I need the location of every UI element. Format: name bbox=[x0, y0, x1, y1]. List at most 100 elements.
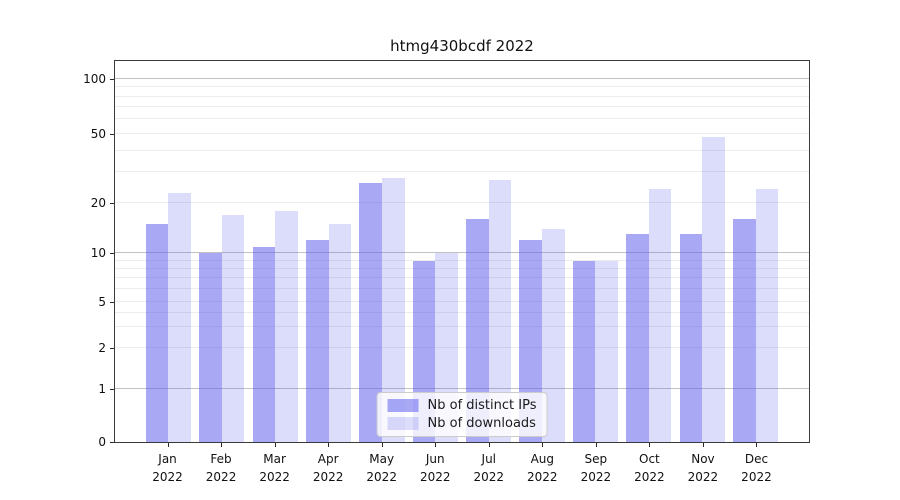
x-tick-month: Oct bbox=[638, 452, 660, 466]
y-tick-label-0: 0 bbox=[98, 435, 106, 449]
x-tick-label-jun: Jun 2022 bbox=[420, 450, 451, 486]
minor-gridline-30 bbox=[115, 171, 809, 173]
minor-gridline-40 bbox=[115, 149, 809, 151]
x-tick-month: Aug bbox=[530, 452, 555, 466]
bar-distinct-ips-oct bbox=[626, 234, 649, 442]
minor-gridline-3 bbox=[115, 326, 809, 328]
bar-downloads-jan bbox=[168, 192, 191, 442]
legend-item-distinct-ips: Nb of distinct IPs bbox=[387, 398, 537, 413]
minor-gridline-80 bbox=[115, 95, 809, 97]
x-tick-month: Sep bbox=[584, 452, 608, 466]
bar-distinct-ips-nov bbox=[679, 234, 703, 442]
bar-downloads-mar bbox=[275, 210, 298, 442]
x-tick-year: 2022 bbox=[419, 470, 451, 484]
x-tick-month: Dec bbox=[744, 452, 769, 466]
bar-distinct-ips-may bbox=[359, 183, 382, 442]
x-tick-label-mar: Mar 2022 bbox=[259, 450, 290, 486]
y-tick-label-2: 2 bbox=[98, 340, 106, 355]
legend-swatch-downloads bbox=[387, 417, 419, 430]
x-tick-year: 2022 bbox=[473, 470, 505, 484]
x-tick-mark-may bbox=[381, 443, 383, 447]
minor-gridline-7 bbox=[115, 277, 809, 279]
x-tick-month: Apr bbox=[317, 452, 339, 466]
minor-gridline-90 bbox=[115, 86, 809, 88]
x-tick-label-oct: Oct 2022 bbox=[634, 450, 665, 486]
x-tick-label-apr: Apr 2022 bbox=[313, 450, 344, 486]
bar-downloads-sep bbox=[595, 260, 619, 442]
bar-distinct-ips-apr bbox=[305, 240, 329, 442]
plot-area: Nb of distinct IPs Nb of downloads bbox=[114, 60, 810, 443]
x-tick-mark-jun bbox=[435, 443, 437, 447]
x-tick-year: 2022 bbox=[634, 470, 665, 484]
y-tick-mark-1 bbox=[110, 389, 114, 391]
minor-gridline-8 bbox=[115, 268, 809, 270]
x-tick-mark-apr bbox=[328, 443, 330, 447]
bar-distinct-ips-jan bbox=[145, 224, 169, 442]
x-tick-label-sep: Sep 2022 bbox=[581, 450, 612, 486]
major-gridline-1 bbox=[115, 388, 809, 390]
x-tick-month: Feb bbox=[210, 452, 232, 466]
x-tick-month: Jul bbox=[481, 452, 497, 466]
x-tick-mark-jul bbox=[488, 443, 490, 447]
y-tick-label-100: 100 bbox=[83, 71, 106, 86]
x-tick-mark-mar bbox=[274, 443, 276, 447]
bar-downloads-jul bbox=[488, 180, 512, 442]
bar-distinct-ips-jul bbox=[466, 219, 489, 442]
x-tick-mark-nov bbox=[702, 443, 704, 447]
chart-title: htmg430bcdf 2022 bbox=[390, 37, 534, 55]
y-tick-mark-5 bbox=[110, 301, 114, 303]
minor-gridline-4 bbox=[115, 311, 809, 313]
x-tick-label-may: May 2022 bbox=[366, 450, 397, 486]
x-tick-label-jan: Jan 2022 bbox=[152, 450, 183, 486]
x-tick-month: Mar bbox=[263, 452, 286, 466]
x-tick-year: 2022 bbox=[527, 470, 558, 484]
x-tick-label-aug: Aug 2022 bbox=[527, 450, 558, 486]
legend-label-downloads: Nb of downloads bbox=[427, 416, 536, 431]
minor-gridline-5 bbox=[115, 300, 809, 302]
y-tick-label-10: 10 bbox=[90, 246, 106, 261]
x-tick-mark-aug bbox=[542, 443, 544, 447]
major-gridline-100 bbox=[115, 77, 809, 79]
minor-gridline-50 bbox=[115, 132, 809, 134]
bar-distinct-ips-dec bbox=[733, 219, 756, 442]
minor-gridline-60 bbox=[115, 118, 809, 120]
minor-gridline-20 bbox=[115, 202, 809, 204]
x-tick-month: Jun bbox=[425, 452, 445, 466]
y-tick-mark-10 bbox=[110, 253, 114, 255]
x-tick-mark-feb bbox=[221, 443, 223, 447]
x-tick-year: 2022 bbox=[259, 470, 290, 484]
x-tick-year: 2022 bbox=[687, 470, 719, 484]
bar-distinct-ips-aug bbox=[519, 240, 543, 442]
x-tick-year: 2022 bbox=[580, 470, 612, 484]
major-gridline-10 bbox=[115, 252, 809, 254]
bar-distinct-ips-mar bbox=[252, 246, 276, 442]
minor-gridline-2 bbox=[115, 346, 809, 348]
y-tick-mark-2 bbox=[110, 347, 114, 349]
x-tick-year: 2022 bbox=[741, 470, 772, 484]
minor-gridline-70 bbox=[115, 106, 809, 108]
x-tick-mark-sep bbox=[595, 443, 597, 447]
y-tick-mark-20 bbox=[110, 203, 114, 205]
legend-swatch-distinct-ips bbox=[387, 399, 419, 412]
legend-label-distinct-ips: Nb of distinct IPs bbox=[427, 398, 537, 413]
x-tick-label-jul: Jul 2022 bbox=[473, 450, 504, 486]
y-tick-label-1: 1 bbox=[98, 382, 106, 397]
bar-downloads-nov bbox=[702, 136, 725, 442]
x-tick-month: Jan bbox=[158, 452, 177, 466]
y-tick-mark-50 bbox=[110, 133, 114, 135]
minor-gridline-9 bbox=[115, 259, 809, 261]
bar-downloads-feb bbox=[221, 215, 245, 442]
x-tick-year: 2022 bbox=[152, 470, 183, 484]
x-tick-month: Nov bbox=[691, 452, 715, 466]
x-tick-year: 2022 bbox=[205, 470, 237, 484]
bar-downloads-dec bbox=[755, 189, 779, 442]
y-tick-label-5: 5 bbox=[98, 294, 106, 309]
x-tick-label-dec: Dec 2022 bbox=[741, 450, 772, 486]
x-tick-year: 2022 bbox=[366, 470, 397, 484]
y-tick-mark-100 bbox=[110, 78, 114, 80]
x-tick-mark-dec bbox=[756, 443, 758, 447]
plot-canvas bbox=[115, 61, 809, 442]
legend-item-downloads: Nb of downloads bbox=[387, 416, 537, 431]
bar-downloads-aug bbox=[542, 229, 565, 442]
